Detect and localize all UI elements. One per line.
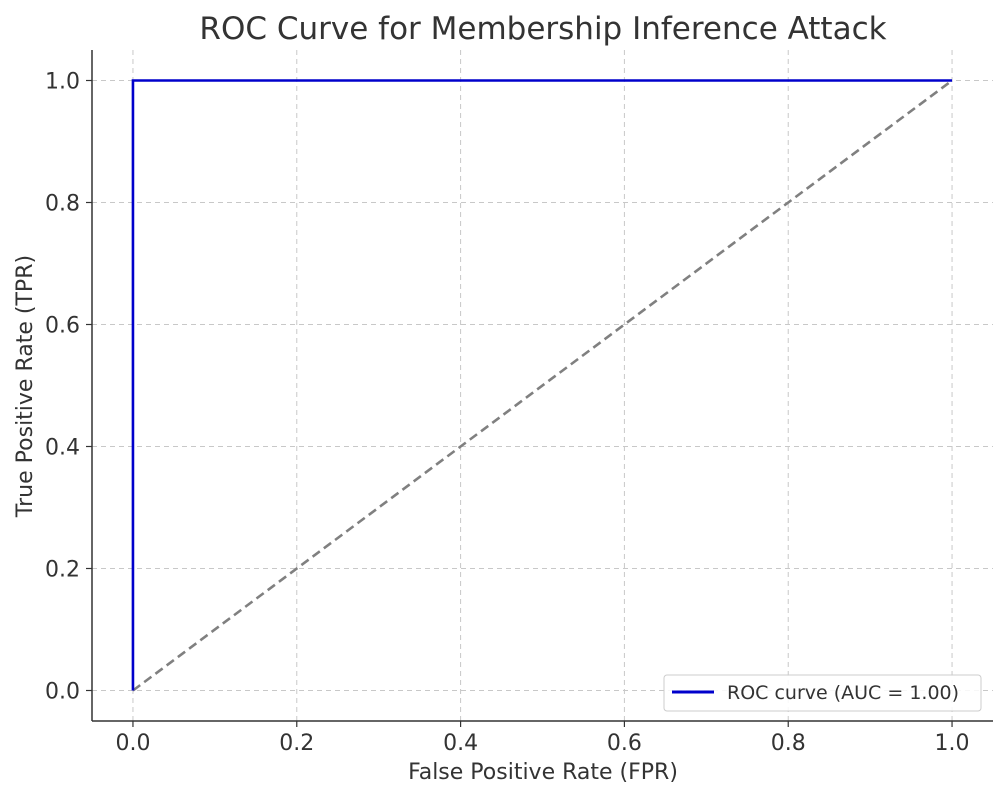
chart-title: ROC Curve for Membership Inference Attac… [199, 11, 886, 47]
y-ticks: 0.0 0.2 0.4 0.6 0.8 1.0 [45, 70, 92, 705]
axes [91, 50, 993, 722]
x-tick-label: 0.0 [115, 731, 150, 756]
x-tick-label: 0.8 [771, 731, 806, 756]
x-tick-label: 0.2 [279, 731, 314, 756]
legend: ROC curve (AUC = 1.00) [663, 674, 982, 712]
x-tick-label: 0.6 [607, 731, 642, 756]
y-tick-label: 0.8 [45, 192, 80, 217]
series-layer [131, 79, 953, 692]
roc-curve-line [131, 79, 953, 691]
x-tick-label: 1.0 [935, 731, 970, 756]
x-ticks: 0.0 0.2 0.4 0.6 0.8 1.0 [115, 721, 970, 756]
legend-box [663, 674, 982, 712]
y-axis-label: True Positive Rate (TPR) [13, 255, 38, 518]
y-tick-label: 0.2 [45, 558, 80, 583]
legend-label: ROC curve (AUC = 1.00) [727, 682, 959, 704]
y-tick-label: 1.0 [45, 70, 80, 95]
random-baseline-line [132, 79, 953, 692]
x-axis-label: False Positive Rate (FPR) [408, 760, 678, 785]
y-tick-label: 0.4 [45, 436, 80, 461]
y-tick-label: 0.6 [45, 314, 80, 339]
y-tick-label: 0.0 [45, 680, 80, 705]
x-tick-label: 0.4 [443, 731, 478, 756]
